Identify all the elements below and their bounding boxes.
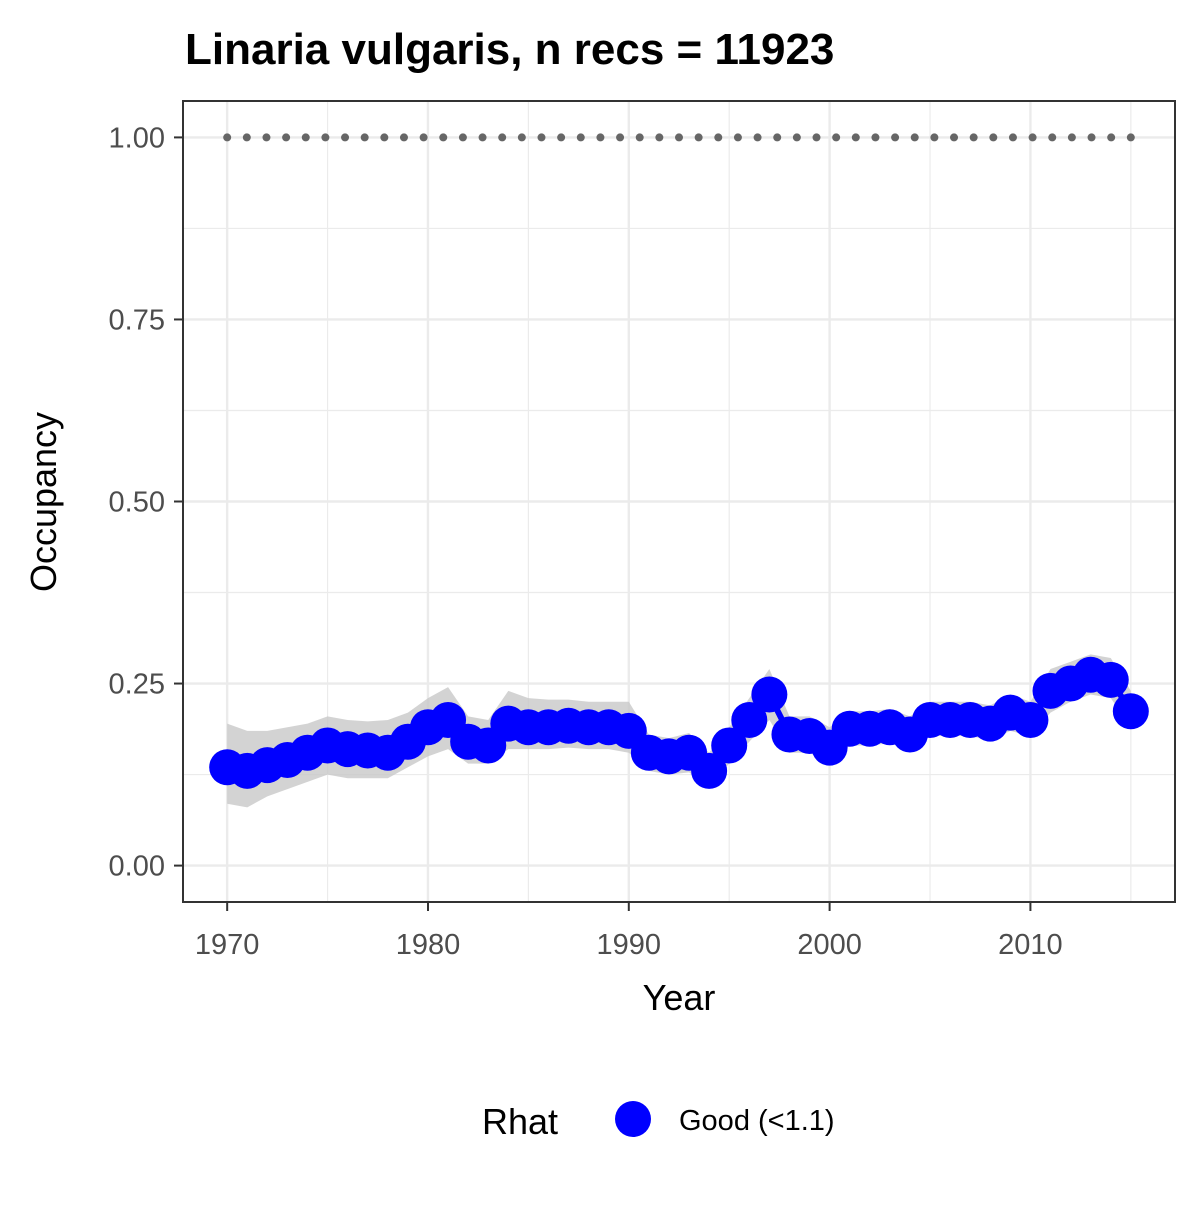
occupancy-point	[691, 752, 728, 789]
reference-dot	[321, 133, 330, 142]
x-tick-label: 1970	[195, 929, 260, 961]
chart-title: Linaria vulgaris, n recs = 11923	[185, 25, 834, 74]
reference-dot	[478, 133, 487, 142]
reference-dot	[1008, 133, 1017, 142]
reference-dot	[517, 133, 526, 142]
x-tick-label: 1980	[396, 929, 461, 961]
reference-dot	[832, 133, 841, 142]
reference-dot	[399, 133, 408, 142]
reference-dot	[871, 133, 880, 142]
occupancy-point	[731, 701, 768, 738]
reference-dot	[419, 133, 428, 142]
reference-dot	[596, 133, 605, 142]
reference-dot	[1067, 133, 1076, 142]
y-tick-label: 1.00	[109, 122, 165, 154]
reference-dot	[282, 133, 291, 142]
reference-dot	[537, 133, 546, 142]
reference-dot	[773, 133, 782, 142]
x-tick-label: 1990	[597, 929, 662, 961]
legend-label-good: Good (<1.1)	[679, 1105, 835, 1137]
reference-dot	[616, 133, 625, 142]
y-axis: 0.00 0.25 0.50 0.75 1.00	[109, 122, 183, 883]
reference-dot	[694, 133, 703, 142]
reference-dot	[891, 133, 900, 142]
reference-dot	[458, 133, 467, 142]
reference-dot	[714, 133, 723, 142]
occupancy-point	[711, 727, 748, 764]
reference-dot	[262, 133, 271, 142]
reference-dot	[910, 133, 919, 142]
reference-dot	[635, 133, 644, 142]
reference-dot	[1107, 133, 1116, 142]
reference-dot	[576, 133, 585, 142]
x-tick-label: 2000	[797, 929, 862, 961]
reference-dot	[1126, 133, 1135, 142]
x-axis-title: Year	[643, 977, 716, 1018]
reference-dot	[655, 133, 664, 142]
reference-dot	[1048, 133, 1057, 142]
occupancy-point	[751, 676, 788, 713]
reference-dot	[557, 133, 566, 142]
y-tick-label: 0.00	[109, 851, 165, 883]
reference-dotted-layer	[223, 133, 1135, 142]
reference-dot	[812, 133, 821, 142]
y-tick-label: 0.25	[109, 669, 165, 701]
reference-dot	[753, 133, 762, 142]
y-axis-title: Occupancy	[23, 412, 64, 592]
reference-dot	[792, 133, 801, 142]
reference-dot	[223, 133, 232, 142]
reference-dot	[675, 133, 683, 142]
reference-dot	[498, 133, 507, 142]
reference-dot	[969, 133, 978, 142]
series-points-layer	[209, 656, 1149, 789]
reference-dot	[1087, 133, 1096, 142]
reference-dot	[733, 133, 742, 142]
occupancy-point	[1112, 693, 1149, 730]
reference-dot	[301, 133, 310, 142]
legend-key-good	[615, 1101, 651, 1137]
reference-dot	[439, 133, 448, 142]
reference-dot	[360, 133, 369, 142]
occupancy-point	[1092, 661, 1129, 698]
reference-dot	[341, 133, 350, 142]
reference-dot	[242, 133, 251, 142]
reference-dot	[930, 133, 939, 142]
reference-dot	[989, 133, 998, 142]
y-tick-label: 0.75	[109, 304, 165, 336]
legend: Rhat Good (<1.1)	[482, 1101, 835, 1142]
legend-title: Rhat	[482, 1101, 558, 1142]
reference-dot	[950, 133, 959, 142]
reference-dot	[1028, 133, 1037, 142]
reference-dot	[380, 133, 389, 142]
x-axis: 1970 1980 1990 2000 2010	[195, 902, 1063, 961]
y-tick-label: 0.50	[109, 487, 165, 519]
x-tick-label: 2010	[998, 929, 1063, 961]
reference-dot	[851, 133, 860, 142]
occupancy-point	[1012, 701, 1049, 738]
